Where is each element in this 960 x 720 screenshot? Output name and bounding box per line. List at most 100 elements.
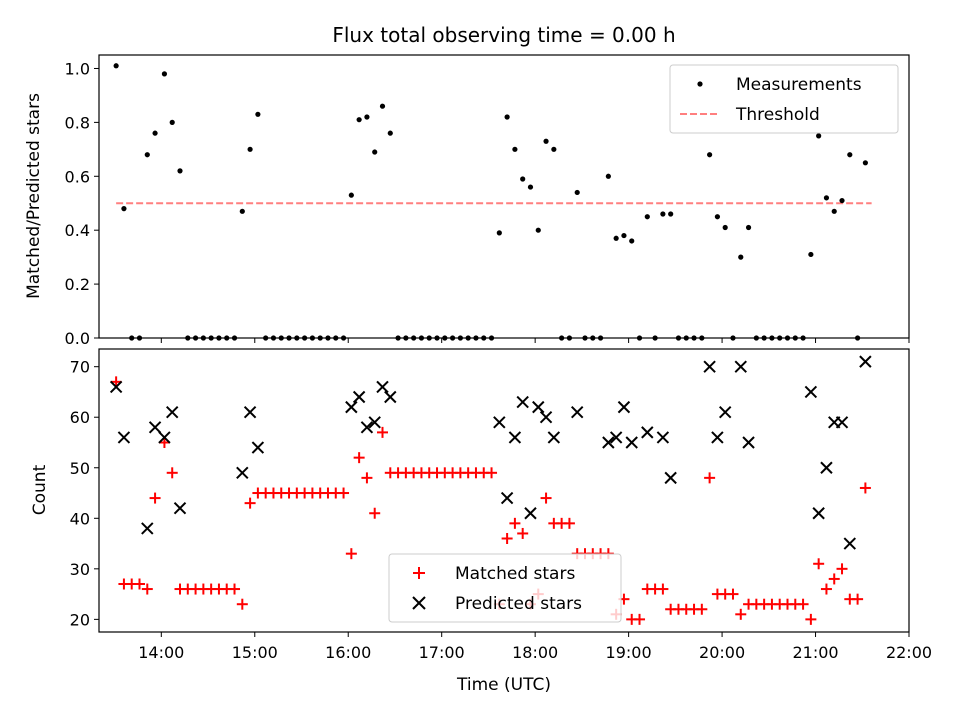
predicted-star-point: [711, 431, 724, 444]
matched-star-point: [704, 472, 716, 484]
predicted-star-point: [843, 537, 857, 550]
measurement-point: [847, 152, 853, 158]
legend-marker-matched-stars: [413, 567, 425, 579]
legend-marker-measurements: [697, 81, 703, 87]
matched-star-point: [859, 482, 871, 494]
predicted-star-point: [804, 385, 818, 399]
matched-star-point: [134, 578, 145, 590]
legend-label-threshold: Threshold: [735, 105, 820, 125]
x-tick-label: 22:00: [886, 643, 932, 662]
predicted-star-point: [664, 471, 677, 485]
measurement-point: [364, 114, 370, 120]
measurement-point: [496, 230, 502, 236]
legend-label-measurements: Measurements: [736, 75, 862, 95]
top-legend-box: [669, 64, 899, 134]
bottom-legend-box: [388, 553, 622, 623]
predicted-star-point: [524, 507, 537, 520]
measurement-point: [161, 71, 168, 77]
matched-star-point: [338, 487, 350, 499]
measurement-point: [839, 197, 845, 204]
predicted-star-point: [141, 522, 154, 535]
measurement-point: [816, 133, 822, 139]
matched-star-point: [836, 563, 848, 575]
matched-star-point: [797, 598, 809, 610]
measurement-point: [668, 211, 674, 217]
matched-star-point: [229, 583, 241, 595]
top-y-tick-label: 0.4: [65, 221, 90, 240]
measurement-point: [738, 254, 744, 260]
predicted-star-point: [539, 411, 553, 424]
measurement-point: [722, 224, 728, 231]
measurement-point: [356, 117, 362, 123]
x-tick-label: 21:00: [792, 643, 838, 662]
predicted-star-point: [703, 360, 716, 373]
top-y-tick-label: 0.8: [65, 113, 90, 132]
measurement-point: [605, 173, 611, 179]
measurement-point: [520, 176, 526, 182]
measurement-point: [379, 103, 386, 109]
predicted-star-point: [820, 461, 833, 474]
matched-star-point: [517, 527, 529, 539]
matched-star-point: [369, 507, 381, 519]
predicted-star-point: [368, 416, 381, 429]
measurement-point: [831, 208, 837, 214]
matched-star-point: [852, 593, 864, 605]
measurement-point: [121, 206, 127, 212]
top-panel-frame: [98, 54, 910, 339]
x-axis-label: Time (UTC): [456, 675, 551, 695]
bottom-y-axis-label: Count: [30, 464, 50, 515]
bottom-y-ticks: 20 30 40 50 60 70: [70, 358, 99, 629]
bottom-y-tick-label: 20: [70, 610, 90, 629]
legend-label-matched-stars: Matched stars: [455, 564, 575, 584]
bottom-panel: 20 30 40 50 60 70 14:00 15:00 16:00 17:00 18:00 19…: [30, 348, 932, 695]
predicted-star-point: [236, 466, 249, 480]
measurement-point: [574, 189, 580, 196]
matched-star-point: [805, 613, 817, 625]
legend-label-predicted-stars: Predicted stars: [455, 594, 582, 614]
predicted-star-point: [493, 416, 506, 429]
measurement-point: [239, 208, 245, 214]
measurement-point: [348, 192, 354, 198]
measurement-point: [512, 146, 518, 152]
x-tick-label: 16:00: [325, 643, 371, 662]
measurement-point: [372, 149, 378, 155]
measurement-point: [644, 214, 650, 220]
predicted-star-point: [345, 400, 358, 414]
bottom-y-tick-label: 40: [70, 509, 90, 528]
predicted-star-point: [835, 416, 849, 429]
predicted-star-point: [173, 501, 187, 515]
measurement-point: [543, 138, 549, 144]
predicted-star-point: [812, 507, 825, 520]
predicted-star-point: [718, 405, 732, 419]
matched-star-point: [236, 598, 248, 610]
matched-star-point: [353, 452, 365, 464]
predicted-star-point: [109, 380, 123, 394]
predicted-star-point: [360, 421, 374, 434]
measurement-point: [504, 114, 510, 120]
bottom-x-ticks: 14:00 15:00 16:00 17:00 18:00 19:00 20:00 21:00…: [138, 632, 932, 662]
x-tick-label: 17:00: [419, 643, 465, 662]
predicted-star-point: [376, 380, 389, 394]
measurement-point: [621, 232, 627, 239]
measurement-point: [707, 152, 713, 158]
matched-star-point: [244, 497, 256, 509]
measurement-point: [387, 130, 393, 136]
measurement-point: [551, 146, 557, 152]
predicted-star-point: [243, 405, 257, 419]
matched-star-point: [540, 492, 552, 504]
measurement-point: [823, 195, 830, 201]
top-legend: Measurements Threshold: [669, 64, 899, 134]
measurement-point: [535, 227, 541, 233]
top-y-tick-label: 0.6: [65, 167, 90, 186]
predicted-star-point: [571, 405, 584, 419]
measurement-point: [629, 238, 635, 244]
measurement-point: [745, 224, 752, 231]
measurement-point: [144, 152, 150, 158]
measurement-point: [177, 168, 183, 174]
matched-star-point: [657, 583, 669, 595]
predicted-star-point: [547, 431, 561, 444]
predicted-star-point: [742, 436, 755, 449]
top-y-ticks: 0.0 0.2 0.4 0.6 0.8 1.0: [65, 59, 99, 348]
measurement-point: [247, 146, 253, 152]
matched-star-point: [361, 472, 373, 484]
